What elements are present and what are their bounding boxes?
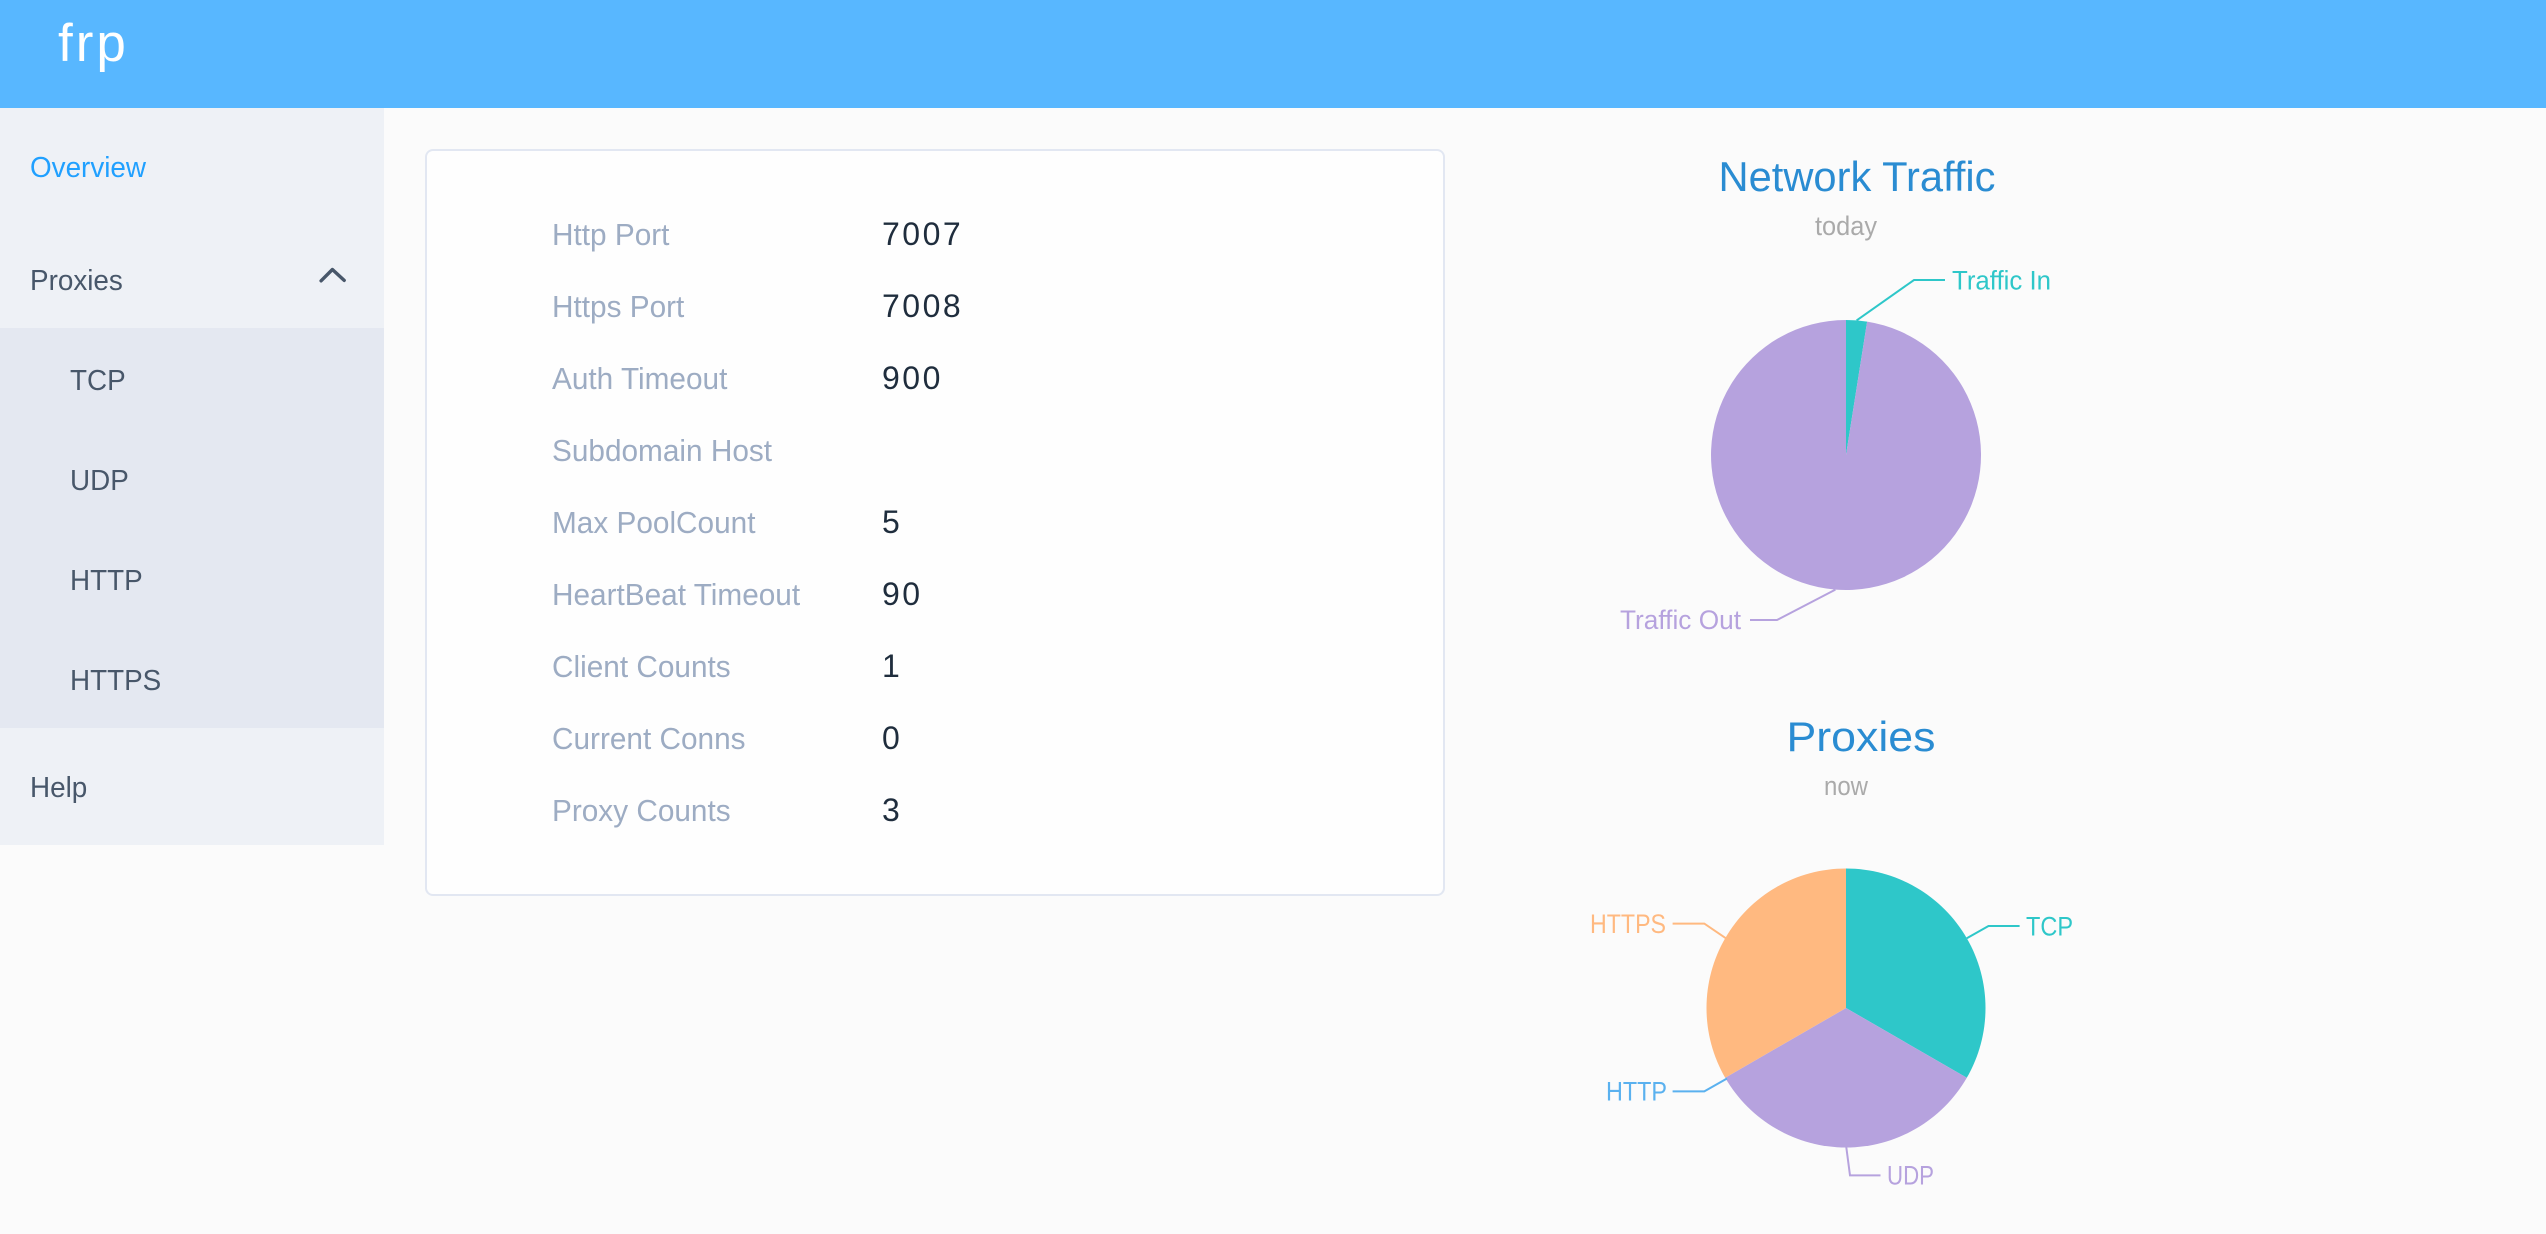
svg-text:now: now <box>1824 771 1868 801</box>
svg-text:Proxies: Proxies <box>1787 713 1936 760</box>
svg-text:Traffic Out: Traffic Out <box>1620 605 1741 635</box>
svg-text:HTTPS: HTTPS <box>1590 909 1666 939</box>
svg-text:TCP: TCP <box>2026 911 2073 941</box>
svg-text:Traffic In: Traffic In <box>1952 266 2051 296</box>
svg-text:UDP: UDP <box>1887 1161 1934 1191</box>
svg-text:HTTP: HTTP <box>1606 1077 1667 1107</box>
svg-text:Network Traffic: Network Traffic <box>1719 153 1996 200</box>
svg-text:today: today <box>1815 211 1877 241</box>
